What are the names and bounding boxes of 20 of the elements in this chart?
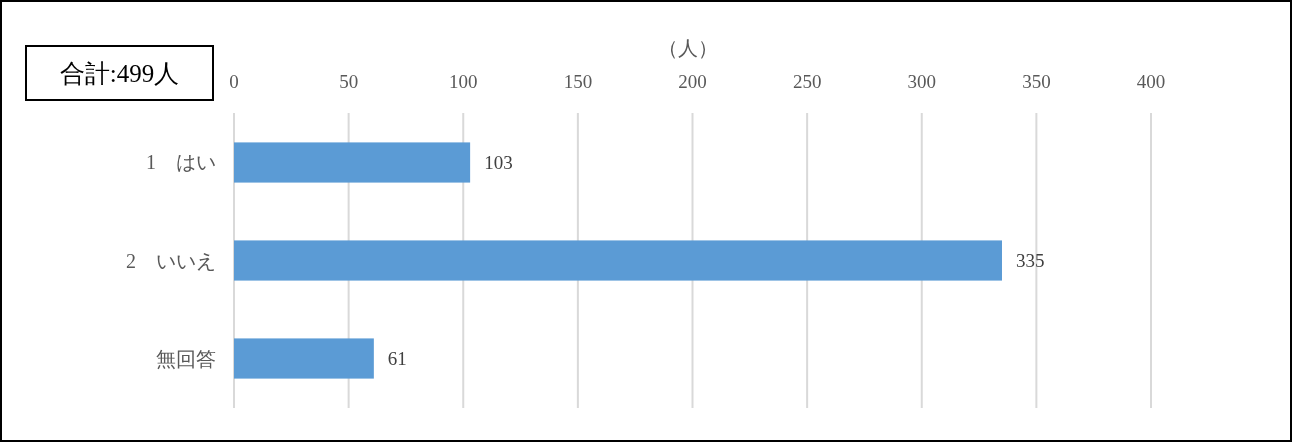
data-label: 103 (484, 152, 513, 174)
x-tick-label: 0 (229, 71, 239, 92)
y-tick-label: 無回答 (156, 347, 216, 370)
y-tick-label: 2 いいえ (126, 249, 216, 272)
x-tick-label: 400 (1136, 71, 1166, 92)
x-tick-label: 300 (907, 71, 936, 92)
data-label: 61 (387, 348, 407, 370)
data-label: 335 (1015, 250, 1045, 272)
x-tick-label: 350 (1022, 71, 1051, 92)
x-tick-label: 250 (792, 71, 822, 92)
bar (234, 338, 374, 379)
x-tick-label: 150 (563, 71, 593, 92)
x-tick-label: 200 (678, 71, 707, 92)
x-axis-title: （人） (657, 37, 718, 59)
y-tick-label: 1 はい (146, 151, 216, 174)
x-tick-label: 50 (339, 71, 359, 92)
x-tick-label: 100 (449, 71, 478, 92)
bar (234, 142, 471, 183)
text: 合計:499人 (59, 59, 180, 87)
bar (234, 240, 1002, 281)
